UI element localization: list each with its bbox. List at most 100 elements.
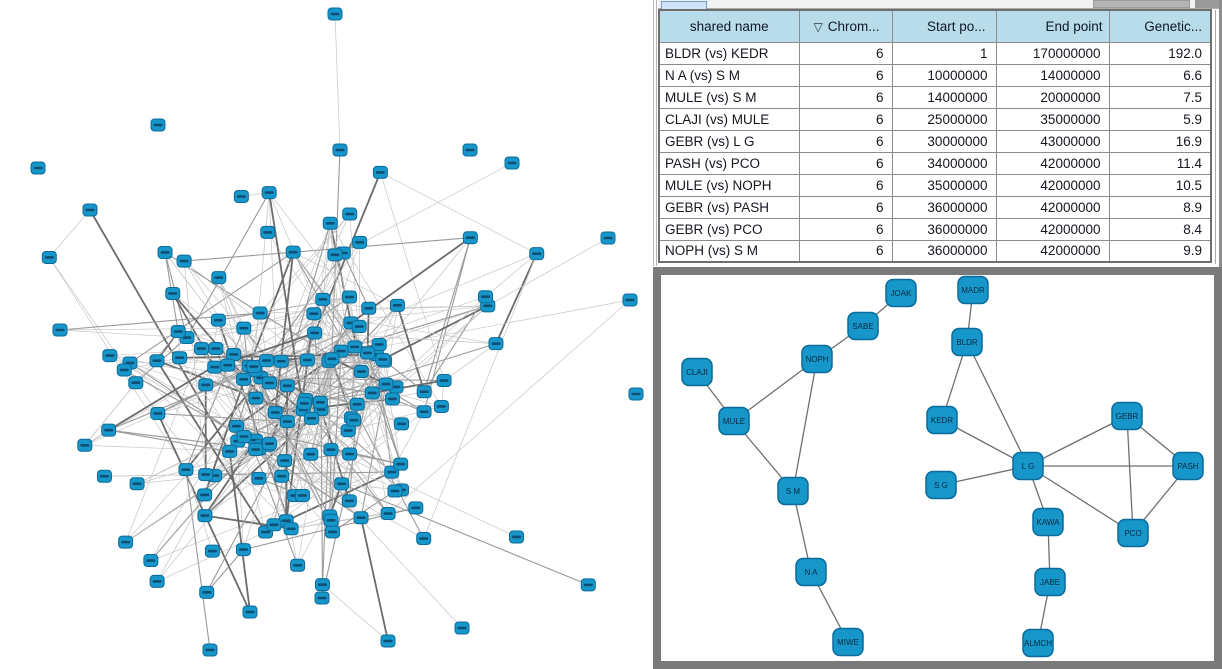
network-node[interactable] [371,338,387,352]
network-node[interactable] [273,354,289,368]
network-node[interactable] [261,437,277,451]
network-node[interactable] [327,7,343,21]
network-node[interactable] [323,443,339,457]
table-cell[interactable]: 6 [798,195,893,219]
network-node[interactable] [149,574,165,588]
network-node[interactable] [299,353,315,367]
network-node[interactable] [628,387,644,401]
table-cell[interactable]: 6 [798,217,893,241]
network-node[interactable] [277,454,293,468]
network-node[interactable] [342,290,358,304]
network-node[interactable] [327,248,343,262]
network-node[interactable] [176,254,192,268]
table-cell[interactable]: 8.9 [1108,195,1212,219]
network-node[interactable] [322,216,338,230]
network-node[interactable] [157,245,173,259]
table-row[interactable]: GEBR (vs) PCO 6 36000000 42000000 8.4 [658,217,1212,241]
table-cell[interactable]: 42000000 [995,151,1110,175]
table-cell[interactable]: 30000000 [891,129,997,153]
network-node-noph[interactable]: NOPH [801,344,833,374]
network-node[interactable] [150,118,166,132]
table-cell[interactable]: MULE (vs) NOPH [658,173,800,197]
network-node[interactable] [347,340,363,354]
table-cell[interactable]: 6 [798,41,893,65]
network-node-madr[interactable]: MADR [957,275,989,305]
table-cell[interactable]: 34000000 [891,151,997,175]
network-node[interactable] [529,247,545,261]
scrollbar-thumb[interactable] [1093,0,1190,8]
network-node[interactable] [170,324,186,338]
network-node[interactable] [52,323,68,337]
network-node-pash[interactable]: PASH [1172,451,1204,481]
column-header-start-position[interactable]: Start po... [891,9,997,43]
column-header-genetic[interactable]: Genetic... [1108,9,1212,43]
network-node[interactable] [380,507,396,521]
network-node[interactable] [416,385,432,399]
network-node[interactable] [143,554,159,568]
network-node[interactable] [416,405,432,419]
network-node[interactable] [226,347,242,361]
network-node[interactable] [353,365,369,379]
panel-splitter[interactable] [653,0,657,266]
table-cell[interactable]: 35000000 [995,107,1110,131]
network-node[interactable] [150,406,166,420]
network-node-almch[interactable]: ALMCH [1022,628,1054,658]
network-node-claji[interactable]: CLAJI [681,357,713,387]
network-node[interactable] [342,207,358,221]
network-node[interactable] [228,419,244,433]
network-node[interactable] [199,585,215,599]
table-row[interactable]: GEBR (vs) PASH 6 36000000 42000000 8.9 [658,195,1212,219]
network-node[interactable] [197,488,213,502]
table-row[interactable]: MULE (vs) S M 6 14000000 20000000 7.5 [658,85,1212,109]
table-cell[interactable]: 8.4 [1108,217,1212,241]
network-node[interactable] [384,392,400,406]
network-node[interactable] [102,349,118,363]
network-node[interactable] [82,203,98,217]
network-node[interactable] [96,469,112,483]
table-cell[interactable]: 35000000 [891,173,997,197]
large-network-canvas[interactable] [0,0,652,669]
table-cell[interactable]: 6 [798,85,893,109]
small-network-canvas[interactable]: JOAK SABE NOPH CLAJI MULE S M N A MIWE MADR BLDR K… [661,275,1214,661]
network-node[interactable] [359,346,375,360]
network-node-miwe[interactable]: MIWE [832,627,864,657]
network-node-kawa[interactable]: KAWA [1032,507,1064,537]
network-node[interactable] [285,245,301,259]
network-node[interactable] [389,298,405,312]
network-node[interactable] [334,477,350,491]
network-node[interactable] [236,430,252,444]
network-node[interactable] [260,225,276,239]
network-node[interactable] [332,143,348,157]
network-node[interactable] [248,391,264,405]
network-node[interactable] [509,530,525,544]
table-cell[interactable]: 36000000 [891,217,997,241]
table-cell[interactable]: 25000000 [891,107,997,131]
network-node[interactable] [283,522,299,536]
network-node[interactable] [304,411,320,425]
network-node[interactable] [477,290,493,304]
network-node-kedr[interactable]: KEDR [926,405,958,435]
network-node[interactable] [312,395,328,409]
network-node[interactable] [235,543,251,557]
network-node-pco[interactable]: PCO [1117,518,1149,548]
network-node[interactable] [235,372,251,386]
table-cell[interactable]: 36000000 [891,239,997,263]
network-node[interactable] [580,578,596,592]
network-node[interactable] [462,143,478,157]
table-cell[interactable]: GEBR (vs) L G [658,129,800,153]
network-node[interactable] [198,468,214,482]
table-cell[interactable]: 20000000 [995,85,1110,109]
table-cell[interactable]: NOPH (vs) S M [658,239,800,263]
network-node[interactable] [314,578,330,592]
network-node[interactable] [394,417,410,431]
network-node[interactable] [279,379,295,393]
network-node[interactable] [172,351,188,365]
network-node-l-g[interactable]: L G [1012,451,1044,481]
table-cell[interactable]: PASH (vs) PCO [658,151,800,175]
network-node[interactable] [267,405,283,419]
table-cell[interactable]: CLAJI (vs) MULE [658,107,800,131]
network-node-s-m[interactable]: S M [777,476,809,506]
network-node[interactable] [204,544,220,558]
table-cell[interactable]: 42000000 [995,173,1110,197]
network-node[interactable] [261,376,277,390]
